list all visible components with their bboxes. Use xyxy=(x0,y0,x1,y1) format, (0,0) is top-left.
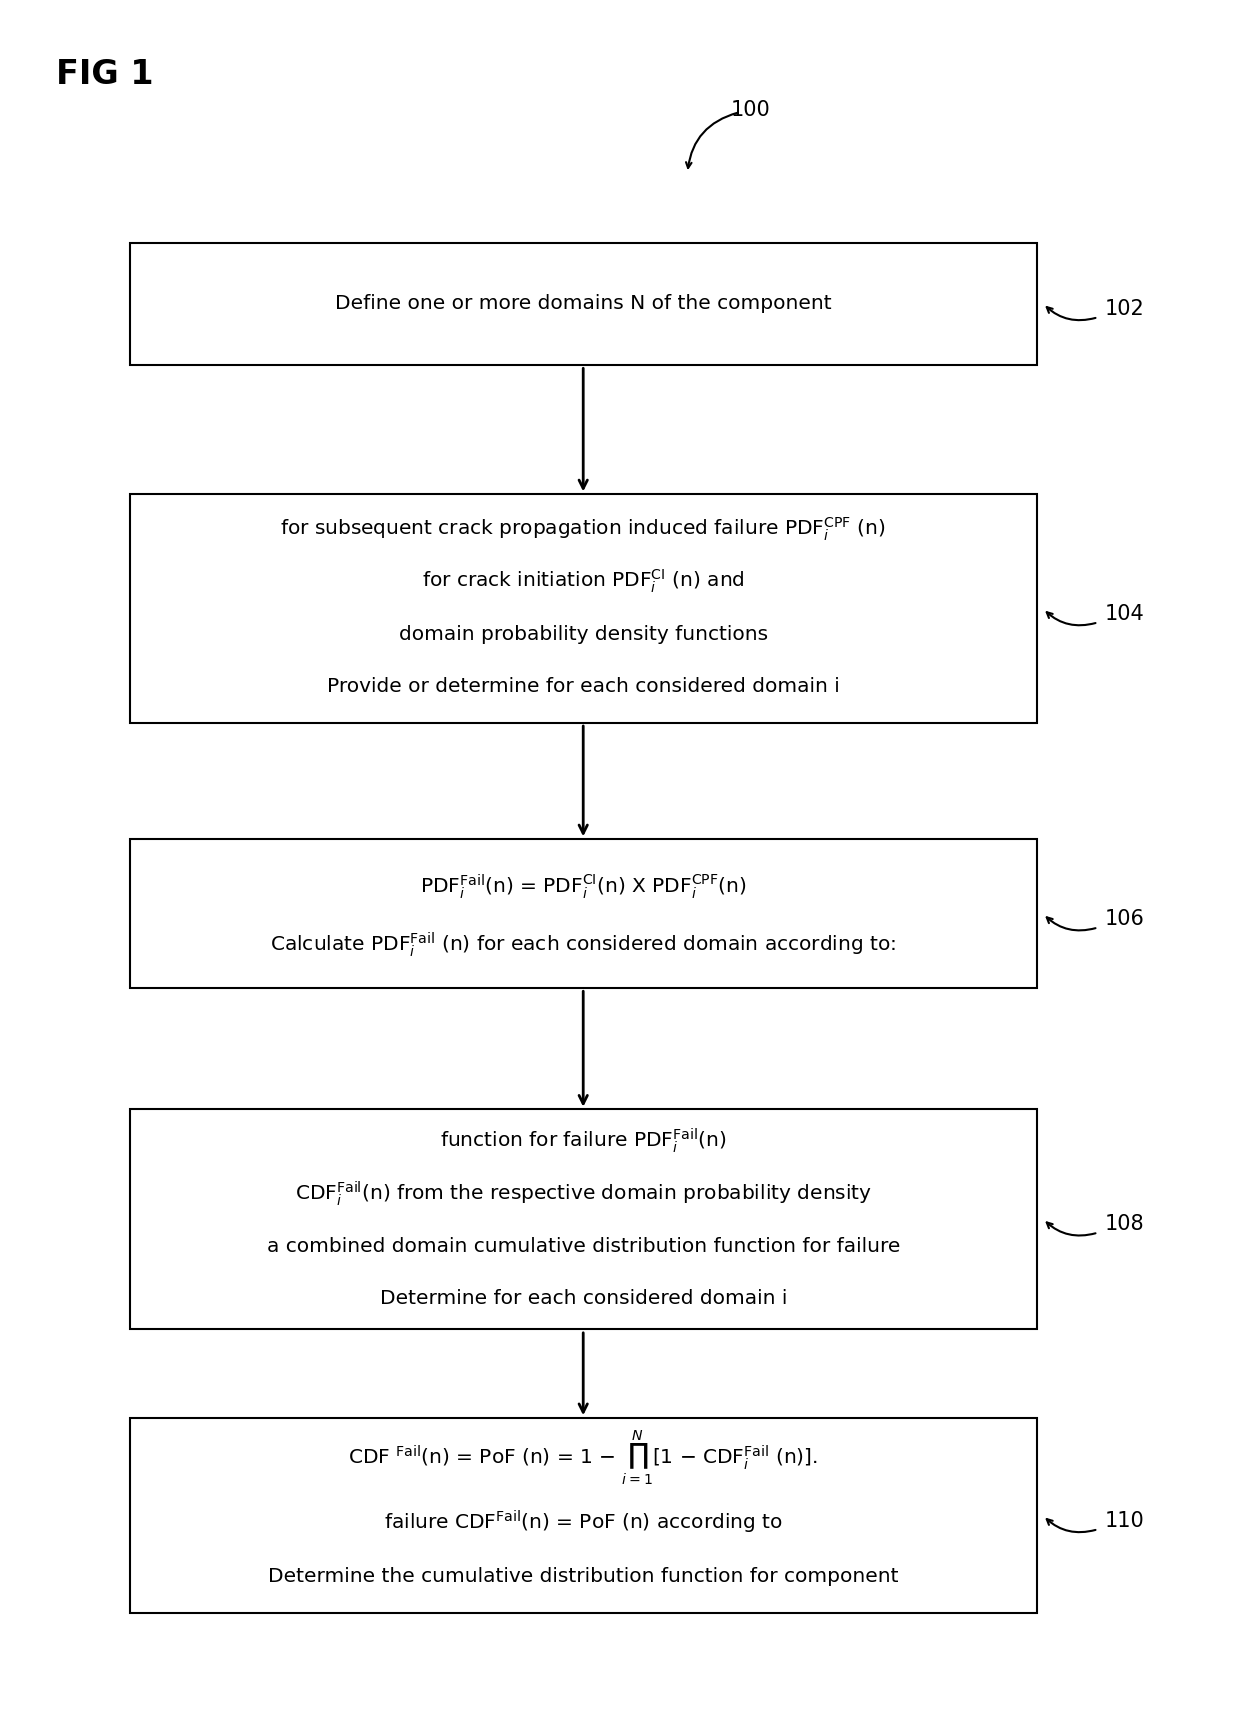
Text: CDF$^{\mathrm{Fail}}_{i}$(n) from the respective domain probability density: CDF$^{\mathrm{Fail}}_{i}$(n) from the re… xyxy=(295,1179,872,1208)
Text: a combined domain cumulative distribution function for failure: a combined domain cumulative distributio… xyxy=(267,1237,900,1256)
Text: Determine the cumulative distribution function for component: Determine the cumulative distribution fu… xyxy=(268,1567,899,1586)
Text: for crack initiation PDF$^{\mathrm{CI}}_{i}$ (n) and: for crack initiation PDF$^{\mathrm{CI}}_… xyxy=(422,567,744,595)
FancyBboxPatch shape xyxy=(129,1109,1037,1330)
Text: 104: 104 xyxy=(1105,603,1145,624)
Text: PDF$^{\mathrm{Fail}}_{i}$(n) = PDF$^{\mathrm{CI}}_{i}$(n) X PDF$^{\mathrm{CPF}}_: PDF$^{\mathrm{Fail}}_{i}$(n) = PDF$^{\ma… xyxy=(420,872,746,901)
Text: for subsequent crack propagation induced failure PDF$^{\mathrm{CPF}}_{i}$ (n): for subsequent crack propagation induced… xyxy=(280,516,887,543)
FancyBboxPatch shape xyxy=(129,1418,1037,1613)
FancyBboxPatch shape xyxy=(129,839,1037,988)
Text: failure CDF$^{\mathrm{Fail}}$(n) = PoF (n) according to: failure CDF$^{\mathrm{Fail}}$(n) = PoF (… xyxy=(384,1509,782,1536)
Text: domain probability density functions: domain probability density functions xyxy=(398,624,768,644)
Text: 106: 106 xyxy=(1105,909,1145,930)
Text: CDF $^{\mathrm{Fail}}$(n) = PoF (n) = 1 − $\prod_{i=1}^{N}$[1 − CDF$^{\mathrm{Fa: CDF $^{\mathrm{Fail}}$(n) = PoF (n) = 1 … xyxy=(348,1429,818,1487)
Text: Determine for each considered domain i: Determine for each considered domain i xyxy=(379,1289,787,1307)
Text: 108: 108 xyxy=(1105,1213,1145,1234)
Text: 102: 102 xyxy=(1105,299,1145,318)
Text: Provide or determine for each considered domain i: Provide or determine for each considered… xyxy=(327,677,839,696)
Text: 100: 100 xyxy=(730,101,770,120)
FancyBboxPatch shape xyxy=(129,243,1037,364)
Text: function for failure PDF$^{\mathrm{Fail}}_{i}$(n): function for failure PDF$^{\mathrm{Fail}… xyxy=(440,1126,727,1155)
Text: 110: 110 xyxy=(1105,1511,1145,1531)
Text: Calculate PDF$^{\mathrm{Fail}}_{i}$ (n) for each considered domain according to:: Calculate PDF$^{\mathrm{Fail}}_{i}$ (n) … xyxy=(270,930,897,959)
Text: FIG 1: FIG 1 xyxy=(56,58,154,91)
FancyBboxPatch shape xyxy=(129,494,1037,723)
Text: Define one or more domains N of the component: Define one or more domains N of the comp… xyxy=(335,294,832,313)
